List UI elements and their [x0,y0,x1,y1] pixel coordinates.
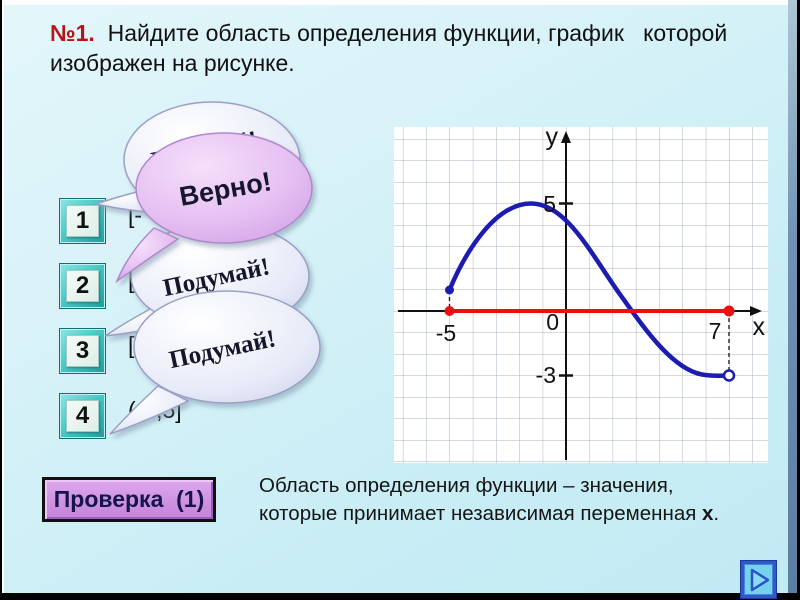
answer-button-1-label: 1 [66,205,99,237]
y-axis-arrow [561,131,571,143]
definition-text: Область определения функции – значения, … [259,472,799,529]
curve-endpoint-closed [445,285,454,295]
bubble-think-top: Подумай! [93,101,301,219]
definition-variable-x: x [702,502,714,526]
y-neg3-label: -3 [536,362,556,388]
play-triangle-icon [750,568,769,591]
answer-button-4[interactable]: 4 [59,393,106,439]
origin-label: 0 [546,309,559,335]
task-title-text: Найдите область определения функции, гра… [50,20,728,77]
slide-right-edge [788,0,797,593]
task-title: №1. Найдите область определения функции,… [50,18,750,79]
definition-line2: которые принимает независимая переменная… [259,500,799,528]
task-number: №1. [50,20,95,46]
answer-button-3[interactable]: 3 [59,328,106,374]
bubble-correct: Верно! [115,132,313,284]
answer-button-1[interactable]: 1 [59,198,106,244]
next-slide-button-face [744,564,773,595]
slide-background: №1. Найдите область определения функции,… [2,5,788,598]
function-curve [447,201,732,378]
check-button[interactable]: Проверка (1) [42,477,216,522]
answer-option-1: [- [128,202,143,228]
x-neg5-label: -5 [436,320,456,346]
definition-period: . [713,502,720,526]
bubble-think-middle-text: Подумай! [161,253,272,302]
answer-option-2: [ [128,267,135,293]
x7-label: 7 [709,318,722,344]
bubble-correct-text: Верно! [177,166,274,212]
function-graph-panel: y x 0 5 -3 -5 7 [394,123,768,463]
next-slide-button[interactable] [741,561,776,598]
domain-endpoint-left [444,306,455,316]
x-axis-arrow [750,306,762,316]
bubble-think-bottom-text: Подумай! [167,325,278,374]
definition-line1: Область определения функции – значения, [259,474,674,497]
y-axis-label: y [546,127,559,151]
curve-endpoint-open [722,369,736,382]
definition-line2-text: которые принимает независимая переменная [259,502,703,526]
answer-button-3-label: 3 [66,335,99,367]
answer-option-3: [- [128,332,143,358]
answer-option-4: (-3;5] [128,397,182,423]
function-graph: y x 0 5 -3 -5 7 [394,123,768,463]
grid-lines [394,127,768,463]
answer-button-4-label: 4 [66,400,99,432]
answer-button-2-label: 2 [66,270,99,302]
bubble-think-top-text: Подумай! [149,126,260,175]
y5-label: 5 [543,191,556,217]
slide-top-border [2,0,788,5]
check-button-label: Проверка (1) [53,486,205,512]
domain-endpoint-right [723,305,735,317]
answer-button-2[interactable]: 2 [59,263,106,309]
bubble-think-middle: Подумай! [104,222,310,337]
x-axis-label: x [753,313,766,341]
